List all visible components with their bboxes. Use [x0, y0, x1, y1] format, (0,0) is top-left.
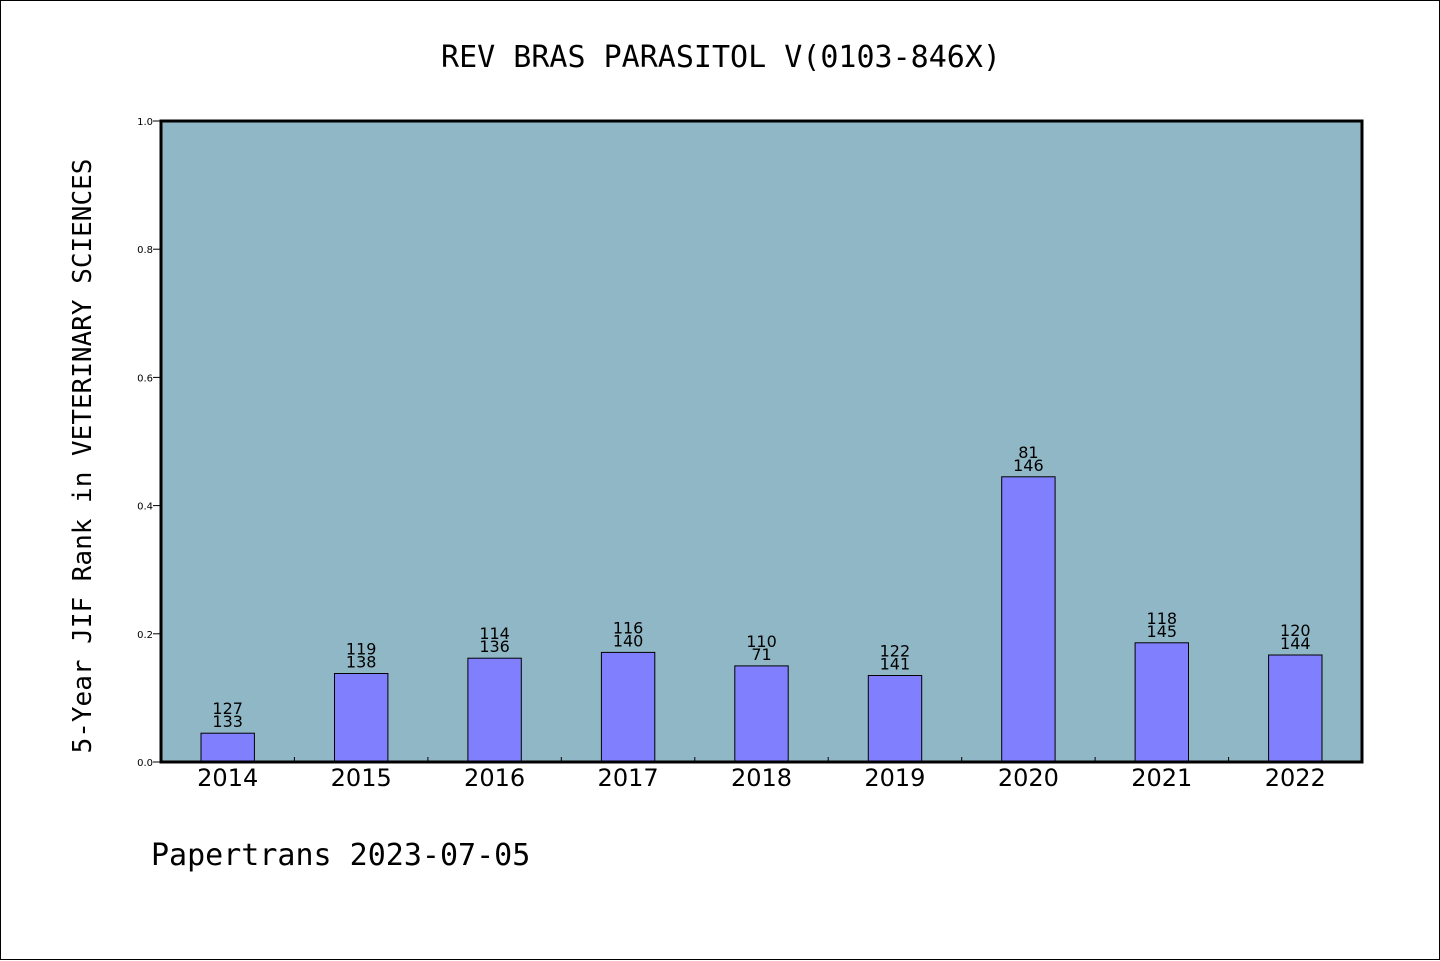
x-tick-label-2020: 2020	[998, 764, 1059, 792]
y-tick-label-0.4: 0.4	[137, 502, 153, 513]
bar-label-2014-2: 133	[212, 712, 243, 731]
bar-2020	[1001, 476, 1056, 763]
bar-label-2021-2: 145	[1147, 622, 1178, 641]
y-tick-label-0.6: 0.6	[137, 373, 153, 384]
y-tick-label-0.8: 0.8	[137, 245, 153, 256]
x-tick-label-2021: 2021	[1131, 764, 1192, 792]
bar-2018	[734, 665, 789, 763]
y-tick-label-0.0: 0.0	[137, 758, 153, 769]
bar-2016	[467, 657, 522, 763]
bar-2019	[867, 675, 923, 763]
footer-credit: Papertrans 2023-07-05	[151, 838, 530, 873]
bar-2022	[1268, 654, 1323, 763]
bar-label-2014-1: 127	[212, 699, 243, 718]
bar-label-2021-1: 118	[1147, 609, 1178, 628]
y-tick-label-1.0: 1.0	[137, 117, 153, 128]
x-axis-ticks: 2014 2015 2016 2017 2018 2019 2020 2021 2022	[197, 757, 1326, 792]
bar-label-2016-2: 136	[479, 637, 510, 656]
x-tick-label-2014: 2014	[197, 764, 258, 792]
x-tick-label-2016: 2016	[464, 764, 525, 792]
bar-label-2018-1: 110	[746, 632, 777, 651]
x-tick-label-2022: 2022	[1265, 764, 1326, 792]
bar-2015	[334, 673, 389, 763]
y-axis-label: 5-Year JIF Rank in VETERINARY SCIENCES	[68, 159, 98, 754]
bar-2014	[200, 732, 255, 763]
y-tick-label-0.2: 0.2	[137, 630, 153, 641]
bar-label-2020-2: 146	[1013, 456, 1044, 475]
x-tick-label-2017: 2017	[598, 764, 659, 792]
bar-2021	[1134, 642, 1189, 763]
bar-label-2019-2: 141	[880, 655, 911, 674]
chart-title: REV BRAS PARASITOL V(0103-846X)	[441, 40, 1001, 75]
y-axis-ticks: 0.0 0.2 0.4 0.6 0.8 1.0	[137, 117, 161, 769]
bar-label-2017-1: 116	[613, 618, 644, 637]
bar-label-2022-1: 120	[1280, 621, 1311, 640]
bar-label-2015-1: 119	[346, 640, 377, 659]
bar-label-2015-2: 138	[346, 653, 377, 672]
bar-label-2018-2: 71	[751, 645, 771, 664]
bar-label-2019-1: 122	[880, 642, 911, 661]
bar-label-2020-1: 81	[1018, 443, 1038, 462]
bar-label-2017-2: 140	[613, 631, 644, 650]
x-tick-label-2018: 2018	[731, 764, 792, 792]
bar-label-2016-1: 114	[479, 624, 510, 643]
plot-frame	[159, 119, 1364, 764]
bars	[200, 476, 1323, 763]
x-tick-label-2015: 2015	[331, 764, 392, 792]
x-tick-label-2019: 2019	[864, 764, 925, 792]
bar-label-2022-2: 144	[1280, 634, 1311, 653]
bar-2017	[600, 651, 656, 763]
